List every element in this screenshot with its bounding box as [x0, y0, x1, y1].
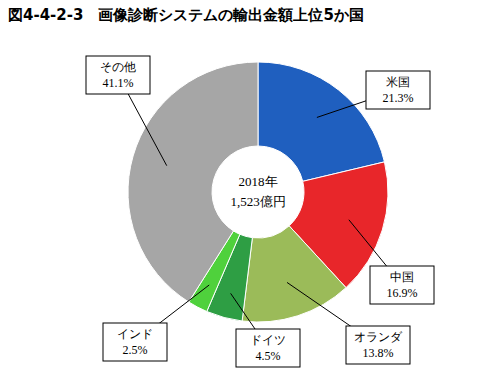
- svg-text:オランダ: オランダ: [354, 330, 403, 344]
- svg-text:21.3%: 21.3%: [383, 91, 414, 105]
- html-text:図4-4-2-3 画像診断システムの輸出金額上位5か国: 図4-4-2-3 画像診断システムの輸出金額上位5か国: [8, 6, 364, 24]
- svg-text:4.5%: 4.5%: [256, 349, 281, 363]
- svg-text:その他: その他: [100, 60, 136, 74]
- html-text:1,523億円: 1,523億円: [230, 194, 286, 209]
- svg-text:米国: 米国: [386, 75, 410, 89]
- svg-text:インド: インド: [117, 327, 153, 341]
- html-text:2018年: 2018年: [238, 174, 278, 189]
- svg-text:2.5%: 2.5%: [123, 343, 148, 357]
- svg-text:中国: 中国: [390, 270, 414, 284]
- svg-text:16.9%: 16.9%: [387, 286, 418, 300]
- svg-text:41.1%: 41.1%: [103, 76, 134, 90]
- svg-text:ドイツ: ドイツ: [250, 333, 286, 347]
- svg-text:13.8%: 13.8%: [363, 346, 394, 360]
